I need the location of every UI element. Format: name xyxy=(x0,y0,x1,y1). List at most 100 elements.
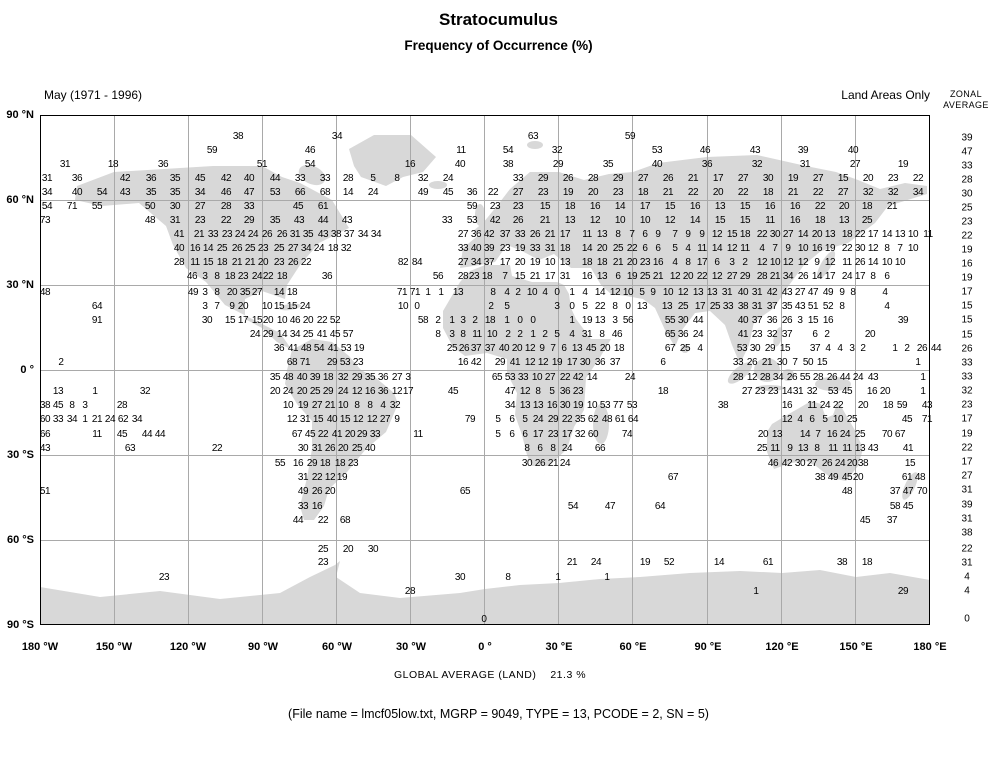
grid-value: 20 xyxy=(596,243,608,254)
grid-value: 17 xyxy=(696,257,708,268)
grid-value: 4 xyxy=(380,400,386,411)
grid-value: 8 xyxy=(524,443,530,454)
grid-value: 46 xyxy=(186,271,198,282)
grid-value: 24 xyxy=(367,187,379,198)
grid-value: 37 xyxy=(886,515,898,526)
grid-value: 39 xyxy=(483,243,495,254)
grid-value: 8 xyxy=(505,572,511,583)
grid-value: 32 xyxy=(574,429,586,440)
grid-value: 37 xyxy=(609,357,621,368)
grid-value: 43 xyxy=(867,443,879,454)
grid-value: 32 xyxy=(551,145,563,156)
grid-value: 10 xyxy=(622,287,634,298)
zonal-average-value: 4 xyxy=(964,571,970,583)
grid-value: 9 xyxy=(839,287,845,298)
grid-value: 37 xyxy=(470,343,482,354)
lat-axis-label: 30 °S xyxy=(6,449,34,461)
grid-value: 43 xyxy=(119,187,131,198)
grid-value: 39 xyxy=(897,315,909,326)
grid-value: 3 xyxy=(460,315,466,326)
grid-value: 15 xyxy=(904,458,916,469)
grid-value: 33 xyxy=(294,173,306,184)
grid-value: 14 xyxy=(586,372,598,383)
grid-value: 45 xyxy=(292,201,304,212)
grid-value: 22 xyxy=(317,515,329,526)
zonal-average-value: 39 xyxy=(961,499,973,511)
grid-value: 34 xyxy=(194,187,206,198)
grid-value: 74 xyxy=(621,429,633,440)
grid-value: 46 xyxy=(699,145,711,156)
land-sulawesi xyxy=(782,369,794,381)
grid-value: 59 xyxy=(624,131,636,142)
lon-axis-label: 180 °E xyxy=(913,641,947,653)
land-java xyxy=(756,385,784,391)
grid-value: 26 xyxy=(261,229,273,240)
grid-value: 20 xyxy=(712,187,724,198)
grid-value: 14 xyxy=(342,187,354,198)
grid-value: 29 xyxy=(243,215,255,226)
zonal-average-value: 32 xyxy=(961,385,973,397)
grid-value: 15 xyxy=(224,315,236,326)
grid-value: 20 xyxy=(879,386,891,397)
grid-value: 41 xyxy=(902,443,914,454)
grid-value: 21 xyxy=(544,229,556,240)
grid-value: 42 xyxy=(220,173,232,184)
grid-value: 13 xyxy=(559,257,571,268)
grid-value: 41 xyxy=(316,329,328,340)
grid-value: 34 xyxy=(66,414,78,425)
grid-value: 6 xyxy=(642,229,648,240)
grid-value: 43 xyxy=(921,400,933,411)
grid-value: 12 xyxy=(669,271,681,282)
grid-value: 14 xyxy=(811,271,823,282)
grid-value: 27 xyxy=(379,414,391,425)
grid-value: 35 xyxy=(145,187,157,198)
coverage-label: Land Areas Only xyxy=(841,88,930,102)
grid-value: 45 xyxy=(447,386,459,397)
grid-value: 71 xyxy=(66,201,78,212)
grid-value: 33 xyxy=(722,301,734,312)
grid-value: 2 xyxy=(488,301,494,312)
grid-value: 15 xyxy=(251,315,263,326)
grid-value: 37 xyxy=(499,229,511,240)
grid-value: 12 xyxy=(797,257,809,268)
grid-value: 31 xyxy=(289,229,301,240)
grid-value: 21 xyxy=(662,187,674,198)
grid-value: 15 xyxy=(714,215,726,226)
grid-value: 2 xyxy=(860,343,866,354)
grid-value: 27 xyxy=(849,159,861,170)
grid-value: 2 xyxy=(472,315,478,326)
grid-value: 45 xyxy=(859,515,871,526)
grid-value: 53 xyxy=(827,386,839,397)
grid-value: 6 xyxy=(714,257,720,268)
grid-value: 16 xyxy=(404,159,416,170)
grid-value: 41 xyxy=(287,343,299,354)
grid-value: 22 xyxy=(594,301,606,312)
grid-value: 7 xyxy=(672,229,678,240)
grid-value: 8 xyxy=(490,287,496,298)
land-britain xyxy=(475,204,485,226)
grid-value: 12 xyxy=(589,215,601,226)
grid-value: 22 xyxy=(487,187,499,198)
grid-value: 24 xyxy=(841,271,853,282)
grid-value: 22 xyxy=(832,400,844,411)
global-average-value: 21.3 % xyxy=(550,669,587,681)
grid-value: 11 xyxy=(828,443,838,454)
zonal-average-value: 19 xyxy=(961,244,973,256)
grid-value: 27 xyxy=(457,229,469,240)
grid-value: 54 xyxy=(567,501,579,512)
grid-value: 45 xyxy=(52,400,64,411)
grid-value: 17 xyxy=(237,315,249,326)
zonal-average-value: 30 xyxy=(961,188,973,200)
grid-value: 9 xyxy=(699,229,705,240)
grid-value: 5 xyxy=(639,287,645,298)
lon-axis-label: 30 °W xyxy=(395,641,427,653)
grid-value: 6 xyxy=(655,243,661,254)
grid-value: 43 xyxy=(749,145,761,156)
grid-value: 27 xyxy=(737,173,749,184)
grid-value: 22 xyxy=(814,201,826,212)
grid-value: 13 xyxy=(452,287,464,298)
grid-value: 55 xyxy=(274,458,286,469)
grid-value: 30 xyxy=(769,229,781,240)
grid-value: 4 xyxy=(884,301,890,312)
grid-value: 31 xyxy=(751,301,763,312)
